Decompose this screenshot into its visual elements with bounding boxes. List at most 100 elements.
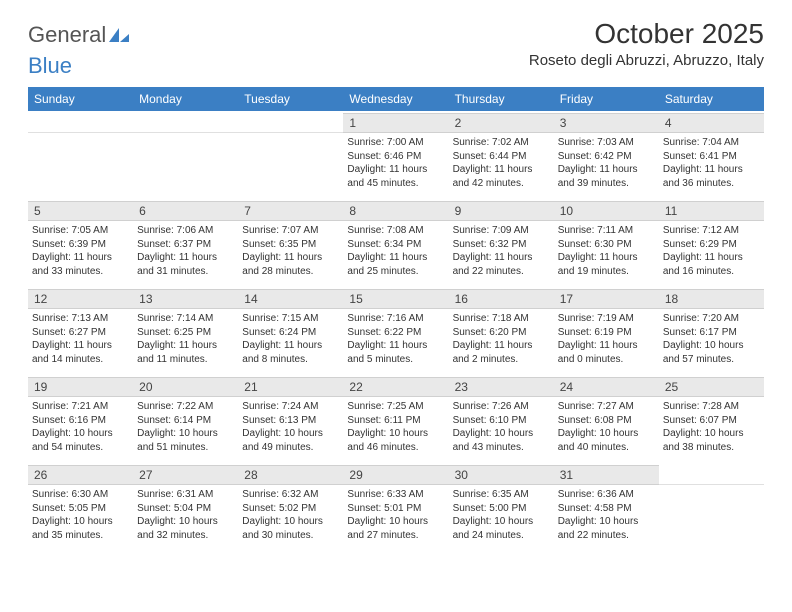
sunset-text: Sunset: 6:10 PM (453, 414, 550, 428)
day-number: 22 (343, 377, 448, 397)
daylight-text: Daylight: 10 hours and 46 minutes. (347, 427, 444, 454)
day-number (238, 113, 343, 133)
daylight-text: Daylight: 11 hours and 2 minutes. (453, 339, 550, 366)
page-title: October 2025 (529, 18, 764, 50)
day-number: 29 (343, 465, 448, 485)
day-number: 9 (449, 201, 554, 221)
day-cell: 6 Sunrise: 7:06 AMSunset: 6:37 PMDaylight… (133, 199, 238, 287)
day-cell (238, 111, 343, 199)
sunrise-text: Sunrise: 7:06 AM (137, 224, 234, 238)
day-number: 1 (343, 113, 448, 133)
daylight-text: Daylight: 11 hours and 5 minutes. (347, 339, 444, 366)
sunset-text: Sunset: 6:14 PM (137, 414, 234, 428)
weekday-header: Tuesday (238, 87, 343, 111)
sunset-text: Sunset: 6:08 PM (558, 414, 655, 428)
day-cell: 13Sunrise: 7:14 AMSunset: 6:25 PMDayligh… (133, 287, 238, 375)
day-number: 19 (28, 377, 133, 397)
day-cell: 30Sunrise: 6:35 AMSunset: 5:00 PMDayligh… (449, 463, 554, 551)
sunrise-text: Sunrise: 7:26 AM (453, 400, 550, 414)
week-row: 12Sunrise: 7:13 AMSunset: 6:27 PMDayligh… (28, 287, 764, 375)
day-number: 13 (133, 289, 238, 309)
day-detail: Sunrise: 7:02 AMSunset: 6:44 PMDaylight:… (453, 136, 550, 190)
day-detail: Sunrise: 7:00 AMSunset: 6:46 PMDaylight:… (347, 136, 444, 190)
location-text: Roseto degli Abruzzi, Abruzzo, Italy (529, 52, 764, 69)
day-detail: Sunrise: 6:31 AMSunset: 5:04 PMDaylight:… (137, 488, 234, 542)
daylight-text: Daylight: 11 hours and 33 minutes. (32, 251, 129, 278)
sunset-text: Sunset: 6:46 PM (347, 150, 444, 164)
sunset-text: Sunset: 6:29 PM (663, 238, 760, 252)
sunset-text: Sunset: 6:34 PM (347, 238, 444, 252)
day-detail: Sunrise: 7:26 AMSunset: 6:10 PMDaylight:… (453, 400, 550, 454)
daylight-text: Daylight: 11 hours and 28 minutes. (242, 251, 339, 278)
day-cell: 2 Sunrise: 7:02 AMSunset: 6:44 PMDaylight… (449, 111, 554, 199)
weekday-header: Friday (554, 87, 659, 111)
day-cell: 5Sunrise: 7:05 AMSunset: 6:39 PMDaylight… (28, 199, 133, 287)
day-number (28, 113, 133, 133)
day-number (133, 113, 238, 133)
daylight-text: Daylight: 10 hours and 38 minutes. (663, 427, 760, 454)
weekday-header: Thursday (449, 87, 554, 111)
weekday-header: Wednesday (343, 87, 448, 111)
day-detail: Sunrise: 7:24 AMSunset: 6:13 PMDaylight:… (242, 400, 339, 454)
sunset-text: Sunset: 5:01 PM (347, 502, 444, 516)
sunset-text: Sunset: 6:20 PM (453, 326, 550, 340)
daylight-text: Daylight: 10 hours and 49 minutes. (242, 427, 339, 454)
sunset-text: Sunset: 6:44 PM (453, 150, 550, 164)
sunset-text: Sunset: 6:19 PM (558, 326, 655, 340)
day-number: 2 (449, 113, 554, 133)
day-detail: Sunrise: 7:25 AMSunset: 6:11 PMDaylight:… (347, 400, 444, 454)
day-cell: 23Sunrise: 7:26 AMSunset: 6:10 PMDayligh… (449, 375, 554, 463)
sunset-text: Sunset: 6:16 PM (32, 414, 129, 428)
day-cell: 18Sunrise: 7:20 AMSunset: 6:17 PMDayligh… (659, 287, 764, 375)
daylight-text: Daylight: 10 hours and 22 minutes. (558, 515, 655, 542)
day-cell: 28Sunrise: 6:32 AMSunset: 5:02 PMDayligh… (238, 463, 343, 551)
day-number: 8 (343, 201, 448, 221)
day-number: 6 (133, 201, 238, 221)
daylight-text: Daylight: 10 hours and 57 minutes. (663, 339, 760, 366)
day-cell (133, 111, 238, 199)
day-detail: Sunrise: 7:27 AMSunset: 6:08 PMDaylight:… (558, 400, 655, 454)
day-detail: Sunrise: 7:06 AMSunset: 6:37 PMDaylight:… (137, 224, 234, 278)
day-cell: 17Sunrise: 7:19 AMSunset: 6:19 PMDayligh… (554, 287, 659, 375)
sunrise-text: Sunrise: 7:16 AM (347, 312, 444, 326)
sunrise-text: Sunrise: 7:00 AM (347, 136, 444, 150)
sunset-text: Sunset: 6:24 PM (242, 326, 339, 340)
week-row: 1Sunrise: 7:00 AMSunset: 6:46 PMDaylight… (28, 111, 764, 199)
daylight-text: Daylight: 11 hours and 36 minutes. (663, 163, 760, 190)
sunrise-text: Sunrise: 7:12 AM (663, 224, 760, 238)
day-cell: 27Sunrise: 6:31 AMSunset: 5:04 PMDayligh… (133, 463, 238, 551)
day-cell: 14Sunrise: 7:15 AMSunset: 6:24 PMDayligh… (238, 287, 343, 375)
day-cell: 8Sunrise: 7:08 AMSunset: 6:34 PMDaylight… (343, 199, 448, 287)
day-cell: 15Sunrise: 7:16 AMSunset: 6:22 PMDayligh… (343, 287, 448, 375)
day-detail: Sunrise: 6:35 AMSunset: 5:00 PMDaylight:… (453, 488, 550, 542)
sunrise-text: Sunrise: 7:24 AM (242, 400, 339, 414)
logo-sail-icon (108, 26, 130, 44)
sunrise-text: Sunrise: 7:25 AM (347, 400, 444, 414)
weekday-header: Monday (133, 87, 238, 111)
day-cell: 12Sunrise: 7:13 AMSunset: 6:27 PMDayligh… (28, 287, 133, 375)
sunset-text: Sunset: 5:02 PM (242, 502, 339, 516)
sunset-text: Sunset: 6:42 PM (558, 150, 655, 164)
daylight-text: Daylight: 10 hours and 24 minutes. (453, 515, 550, 542)
day-cell: 3Sunrise: 7:03 AMSunset: 6:42 PMDaylight… (554, 111, 659, 199)
day-cell: 21 Sunrise: 7:24 AMSunset: 6:13 PMDayligh… (238, 375, 343, 463)
day-detail: Sunrise: 7:22 AMSunset: 6:14 PMDaylight:… (137, 400, 234, 454)
daylight-text: Daylight: 11 hours and 14 minutes. (32, 339, 129, 366)
daylight-text: Daylight: 10 hours and 40 minutes. (558, 427, 655, 454)
day-number: 20 (133, 377, 238, 397)
daylight-text: Daylight: 11 hours and 0 minutes. (558, 339, 655, 366)
daylight-text: Daylight: 11 hours and 11 minutes. (137, 339, 234, 366)
weekday-header-row: Sunday Monday Tuesday Wednesday Thursday… (28, 87, 764, 111)
daylight-text: Daylight: 11 hours and 42 minutes. (453, 163, 550, 190)
day-detail: Sunrise: 7:21 AMSunset: 6:16 PMDaylight:… (32, 400, 129, 454)
daylight-text: Daylight: 10 hours and 43 minutes. (453, 427, 550, 454)
day-cell (28, 111, 133, 199)
day-number: 21 (238, 377, 343, 397)
day-cell: 22 Sunrise: 7:25 AMSunset: 6:11 PMDayligh… (343, 375, 448, 463)
sunrise-text: Sunrise: 7:15 AM (242, 312, 339, 326)
sunrise-text: Sunrise: 7:05 AM (32, 224, 129, 238)
day-number: 31 (554, 465, 659, 485)
weekday-header: Saturday (659, 87, 764, 111)
sunset-text: Sunset: 4:58 PM (558, 502, 655, 516)
title-block: October 2025 Roseto degli Abruzzi, Abruz… (529, 18, 764, 69)
